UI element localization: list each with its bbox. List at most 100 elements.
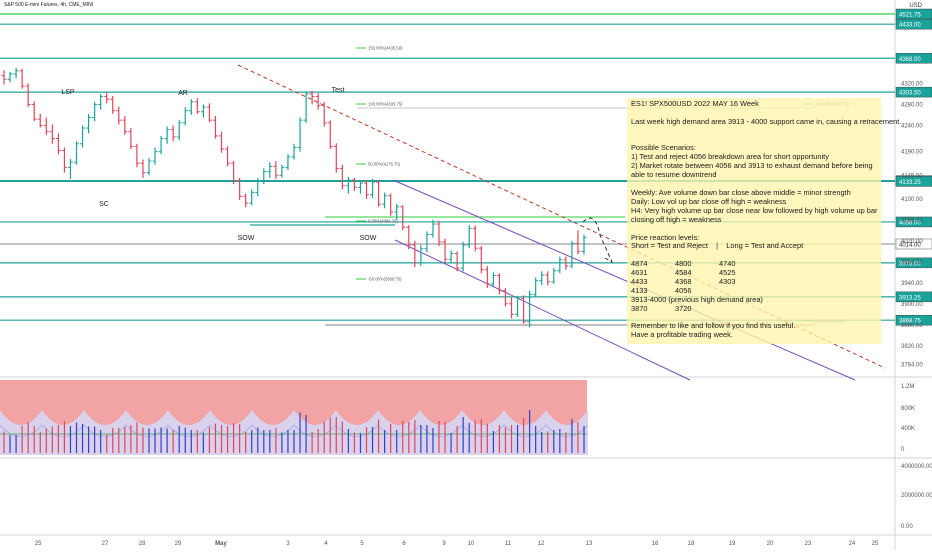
time-tick-label: 18 (688, 541, 695, 547)
volume-tick-label: 1.2M (901, 384, 914, 390)
fib-label: 150.00%(4435.50) (368, 46, 403, 51)
wyckoff-label: AR (178, 90, 188, 97)
price-tick-label: 3820.00 (901, 344, 923, 350)
note-level-value: 4525 (719, 268, 736, 278)
volume-wave (378, 410, 420, 455)
time-tick-label: 23 (805, 541, 812, 547)
time-tick-label: 28 (139, 541, 146, 547)
level-badge (895, 176, 932, 187)
note-level-value: 3720 (675, 303, 692, 313)
level-badge (895, 18, 932, 30)
note-body: Last week high demand area 3913 - 4000 s… (631, 117, 901, 340)
price-tick-label: 4320.00 (901, 81, 923, 87)
volume-wave-line (461, 424, 505, 437)
note-line: Price reaction levels: (631, 232, 700, 242)
note-level-value: 4433 (631, 277, 648, 286)
volume-wave (168, 410, 210, 455)
level-badge-label: 4056.00 (899, 220, 921, 226)
price-tick-label: 4240.00 (901, 123, 923, 129)
fib-label: -50.00%(3938.75) (368, 277, 402, 282)
level-badge-label: 4368.00 (899, 57, 921, 63)
symbol-title: S&P 500 E-mini Futures, 4h, CME_MINI (4, 2, 94, 8)
price-tick-label: 3900.00 (901, 302, 923, 308)
analysis-note: ES1! SPX500USD 2022 MAY 16 Week Last wee… (627, 98, 901, 344)
level-badge-label: 3868.75 (899, 319, 921, 325)
volume-tick-label: 400K (901, 426, 915, 432)
time-tick-label: 13 (586, 541, 593, 547)
note-level-value: 4800 (675, 259, 692, 269)
time-tick-label: 11 (505, 541, 512, 547)
time-tick-label: 25 (35, 541, 42, 547)
note-levels-row: 4133 4056 (631, 285, 877, 296)
note-level-value: 3870 (631, 303, 648, 313)
level-badge (895, 314, 932, 326)
level-badge (895, 216, 932, 228)
note-level-value: 4874 (631, 259, 648, 269)
note-levels-row: 3870 3720 (631, 303, 877, 314)
volume-wave-line (335, 424, 379, 437)
volume-wave-line (167, 424, 211, 437)
volume-tick-label: 0 (901, 447, 905, 453)
note-levels-row: 4631 4584 4525 (631, 268, 877, 278)
time-tick-label: 29 (175, 541, 182, 547)
wyckoff-label: Test (332, 87, 345, 94)
price-tick-label: 3980.00 (901, 260, 923, 266)
note-line: 1) Test and reject 4056 breakdown area f… (631, 152, 829, 162)
indicator-tick-label: 2000000.00 (901, 493, 932, 499)
level-badge-label: 4133.25 (899, 180, 921, 186)
note-line: able to resume downtrend (631, 170, 717, 180)
level-badge (895, 291, 932, 303)
note-spacer (631, 251, 877, 260)
channel-upper (392, 179, 856, 381)
time-tick-label: 16 (652, 541, 659, 547)
time-tick-label: 27 (102, 541, 109, 547)
note-level-value: 4303 (719, 277, 736, 286)
fib-label: 50.00%(4176.75) (368, 162, 401, 167)
level-badge-label: 4014.00 (899, 242, 921, 248)
level-badge-label: 3978.00 (899, 261, 921, 267)
note-line: closing off high = weakness (631, 214, 722, 224)
note-line: Have a profitable trading week. (631, 330, 733, 340)
level-badge-label: 4433.00 (899, 23, 921, 29)
price-tick-label: 4280.00 (901, 102, 923, 108)
indicator-tick-label: 4000000.00 (901, 464, 932, 470)
time-tick-label: 9 (442, 541, 446, 547)
volume-wave-line (83, 424, 127, 437)
level-badge-label: 3913.25 (899, 295, 921, 301)
price-tick-label: 4190.00 (901, 150, 923, 156)
volume-wave-line (503, 424, 547, 437)
volume-wave (210, 410, 252, 455)
time-tick-label: 3 (286, 541, 290, 547)
volume-wave-line (377, 424, 421, 437)
time-tick-label: 5 (360, 541, 364, 547)
time-tick-label: 12 (538, 541, 545, 547)
note-line: 2) Market rotate between 4056 and 3913 t… (631, 161, 873, 171)
volume-wave-line (251, 424, 295, 437)
wyckoff-label: SOW (360, 235, 377, 242)
volume-tick-label: 800K (901, 406, 915, 412)
note-title: ES1! SPX500USD 2022 MAY 16 Week (631, 99, 759, 108)
level-badge-label: 4303.50 (899, 91, 921, 97)
time-tick-label: 6 (402, 541, 406, 547)
indicator-tick-label: 0.00 (901, 524, 913, 530)
note-line: Short = Test and Reject | Long = Test an… (631, 241, 804, 251)
wyckoff-label: LSP (61, 89, 75, 96)
price-tick-label: 4060.00 (901, 218, 923, 224)
time-tick-label: May (215, 541, 227, 547)
note-line: Possible Scenarios: (631, 143, 696, 153)
price-tick-label: 4145.00 (901, 173, 923, 179)
volume-wave (252, 410, 294, 455)
fib-label: 100.00%(4305.75) (368, 102, 403, 107)
channel-lower (394, 239, 691, 381)
volume-wave-line (419, 424, 463, 437)
note-line: Weekly: Ave volume down bar close above … (631, 188, 851, 197)
volume-wave-line (209, 424, 253, 437)
volume-wave-line (41, 424, 85, 437)
note-level-value: 4056 (675, 285, 692, 295)
level-badge-label: 4521.75 (899, 13, 921, 19)
currency-label: USD (909, 3, 922, 9)
note-level-value: 4740 (719, 259, 736, 269)
note-levels-row: 4874 4800 4740 (631, 259, 877, 269)
wyckoff-label: SC (99, 201, 109, 208)
time-tick-label: 19 (729, 541, 736, 547)
